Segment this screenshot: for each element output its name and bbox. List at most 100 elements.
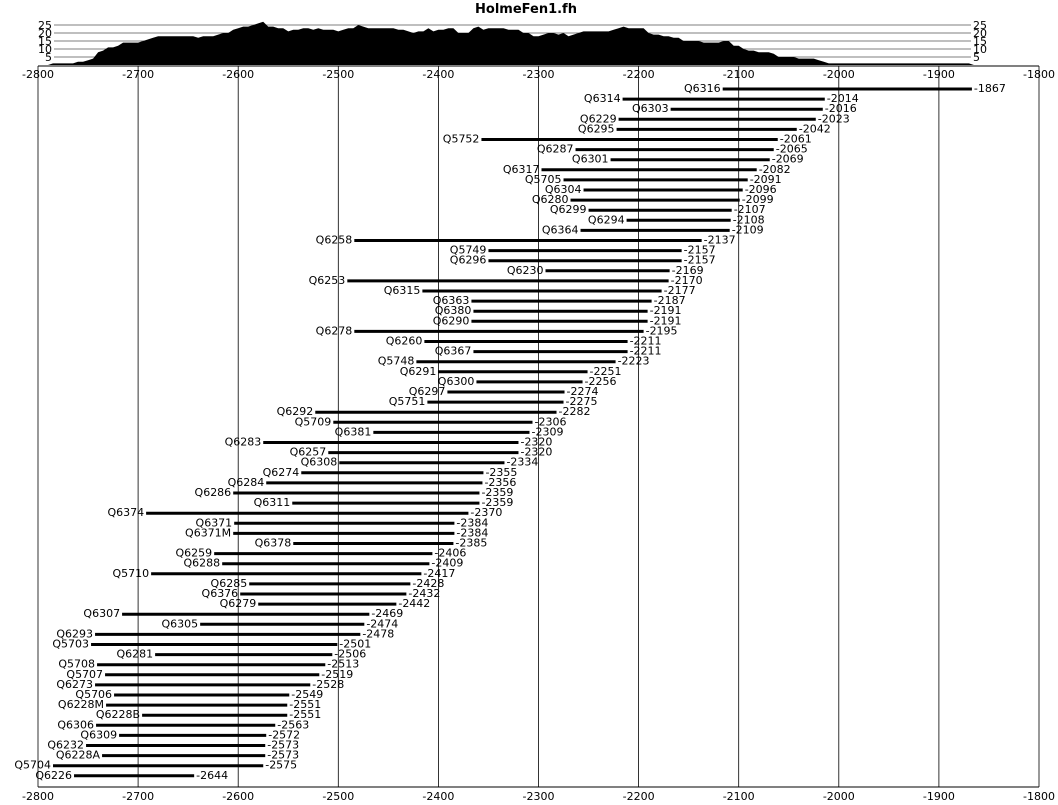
sample-end-Q6283: -2320: [520, 436, 552, 449]
x-tick-top--2800: -2800: [22, 68, 54, 81]
sample-row: Q6381 -2309: [335, 425, 564, 438]
sample-end-Q6371: -2384: [456, 516, 488, 529]
sample-name-Q6293: Q6293: [56, 627, 93, 640]
sample-end-Q6226: -2644: [196, 769, 228, 782]
sample-end-Q6258: -2137: [704, 234, 736, 247]
x-tick-bottom--2500: -2500: [322, 790, 354, 803]
sample-bars: Q6316 -1867 Q6314 -2014 Q6303 -2016 Q6229 -2023…: [14, 82, 1006, 782]
x-tick-bottom--2000: -2000: [823, 790, 855, 803]
sample-name-Q6363: Q6363: [433, 294, 470, 307]
sample-end-Q6308: -2334: [506, 456, 538, 469]
x-tick-bottom--2600: -2600: [222, 790, 254, 803]
sample-row: Q5710 -2417: [112, 567, 455, 580]
sample-row: Q6295 -2042: [578, 122, 831, 135]
sample-end-Q5710: -2417: [423, 567, 455, 580]
sample-end-Q6278: -2195: [646, 324, 678, 337]
sample-end-Q6316: -1867: [974, 82, 1006, 95]
sample-row: Q6228A -2573: [56, 749, 299, 762]
sample-name-Q6374: Q6374: [107, 506, 144, 519]
histogram-tick-right-10: 10: [973, 43, 987, 56]
sample-end-Q6300: -2256: [585, 375, 617, 388]
sample-end-Q6260: -2211: [630, 335, 662, 348]
sample-name-Q6226: Q6226: [35, 769, 72, 782]
sample-row: Q6228M -2551: [58, 698, 321, 711]
sample-end-Q6299: -2107: [734, 203, 766, 216]
histogram-tick-right-20: 20: [973, 27, 987, 40]
sample-name-Q6285: Q6285: [211, 577, 248, 590]
sample-end-Q6297: -2274: [567, 385, 599, 398]
sample-name-Q6287: Q6287: [537, 143, 574, 156]
sample-end-Q6378: -2385: [455, 537, 487, 550]
sample-end-Q6309: -2572: [268, 728, 300, 741]
sample-end-Q5706: -2549: [291, 688, 323, 701]
sample-row: Q6284 -2356: [228, 476, 517, 489]
sample-name-Q6301: Q6301: [572, 153, 609, 166]
x-tick-bottom--2400: -2400: [422, 790, 454, 803]
sample-row: Q6290 -2191: [433, 314, 682, 327]
sample-end-Q5749: -2157: [684, 244, 716, 257]
sample-end-Q6284: -2356: [484, 476, 516, 489]
histogram-area: [38, 21, 1039, 65]
sample-row: Q6300 -2256: [438, 375, 617, 388]
sample-row: Q5707 -2519: [66, 668, 353, 681]
sample-row: Q6315 -2177: [384, 284, 696, 297]
sample-name-Q5752: Q5752: [443, 133, 480, 146]
sample-row: Q6371M -2384: [185, 526, 488, 539]
x-tick-bottom--1900: -1900: [923, 790, 955, 803]
sample-end-Q6364: -2109: [732, 223, 764, 236]
x-tick-bottom--2700: -2700: [122, 790, 154, 803]
sample-end-Q6292: -2282: [559, 405, 591, 418]
sample-row: Q5749 -2157: [450, 244, 716, 257]
sample-name-Q5707: Q5707: [66, 668, 103, 681]
sample-end-Q6315: -2177: [664, 284, 696, 297]
sample-row: Q5708 -2513: [58, 658, 359, 671]
sample-end-Q5752: -2061: [780, 133, 812, 146]
sample-end-Q5748: -2223: [618, 355, 650, 368]
sample-row: Q6371 -2384: [196, 516, 489, 529]
x-tick-bottom--2300: -2300: [523, 790, 555, 803]
sample-end-Q6291: -2251: [590, 365, 622, 378]
sample-name-Q6290: Q6290: [433, 314, 470, 327]
sample-end-Q6367: -2211: [630, 345, 662, 358]
sample-name-Q6253: Q6253: [309, 274, 346, 287]
sample-name-Q6378: Q6378: [255, 537, 292, 550]
sample-name-Q6232: Q6232: [47, 739, 84, 752]
sample-name-Q6311: Q6311: [254, 496, 291, 509]
sample-name-Q6279: Q6279: [220, 597, 257, 610]
sample-name-Q6291: Q6291: [400, 365, 437, 378]
sample-name-Q5709: Q5709: [295, 415, 332, 428]
sample-name-Q6260: Q6260: [386, 335, 423, 348]
x-tick-bottom--1800: -1800: [1023, 790, 1055, 803]
sample-end-Q6253: -2170: [671, 274, 703, 287]
sample-row: Q6274 -2355: [263, 466, 518, 479]
sample-name-Q6305: Q6305: [162, 617, 199, 630]
sample-name-Q6284: Q6284: [228, 476, 265, 489]
sample-row: Q6283 -2320: [225, 436, 553, 449]
x-tick-top--2600: -2600: [222, 68, 254, 81]
sample-name-Q6306: Q6306: [57, 718, 94, 731]
sample-name-Q6317: Q6317: [503, 163, 540, 176]
sample-name-Q6364: Q6364: [542, 223, 579, 236]
sample-end-Q6259: -2406: [434, 547, 466, 560]
sample-row: Q6226 -2644: [35, 769, 228, 782]
grid-lines: [37, 66, 1040, 787]
sample-name-Q6229: Q6229: [580, 112, 617, 125]
sample-row: Q5709 -2306: [295, 415, 567, 428]
x-tick-bottom--2200: -2200: [623, 790, 655, 803]
sample-row: Q6259 -2406: [176, 547, 467, 560]
sample-end-Q5709: -2306: [534, 415, 566, 428]
sample-end-Q6228M: -2551: [289, 698, 321, 711]
sample-end-Q6287: -2065: [776, 143, 808, 156]
sample-name-Q6309: Q6309: [80, 728, 117, 741]
sample-end-Q6295: -2042: [799, 122, 831, 135]
x-tick-top--2700: -2700: [122, 68, 154, 81]
sample-end-Q5704: -2575: [265, 759, 297, 772]
sample-row: Q6288 -2409: [184, 557, 464, 570]
sample-name-Q5751: Q5751: [389, 395, 426, 408]
sample-name-Q6304: Q6304: [545, 183, 582, 196]
histogram-tick-left-5: 5: [45, 51, 52, 64]
sample-name-Q6228M: Q6228M: [58, 698, 104, 711]
sample-name-Q6296: Q6296: [450, 254, 487, 267]
sample-row: Q6367 -2211: [435, 345, 662, 358]
sample-name-Q5703: Q5703: [52, 638, 89, 651]
